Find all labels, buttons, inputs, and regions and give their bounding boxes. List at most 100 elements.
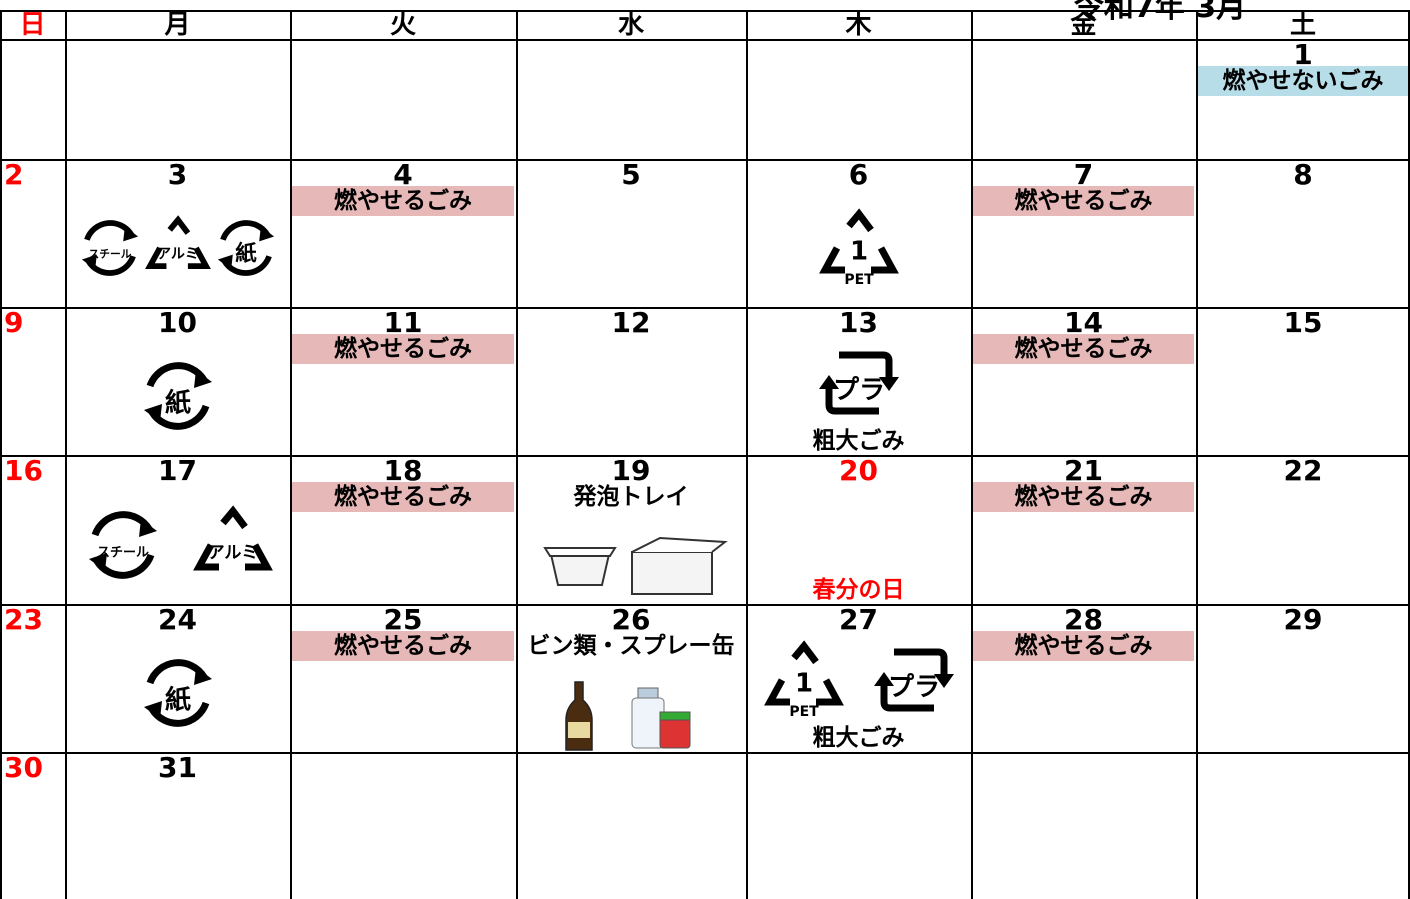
grid-line <box>1196 10 1198 899</box>
event-label: 燃やせるごみ <box>973 334 1194 364</box>
calendar-title: 令和7年 3月 <box>1073 0 1247 25</box>
day-number: 25 <box>383 603 423 636</box>
tray-illustration <box>543 536 728 595</box>
day-number: 26 <box>611 603 651 636</box>
grid-line <box>65 10 67 899</box>
icon-row: 紙 <box>65 342 290 450</box>
weekday-label: 水 <box>617 10 644 40</box>
icon-text: スチール <box>96 545 148 560</box>
recycle-icon: アルミ <box>192 504 273 570</box>
grid-line <box>1408 10 1410 899</box>
day-number: 9 <box>4 306 24 339</box>
event-label: 発泡トレイ <box>573 484 689 510</box>
note-label: 春分の日 <box>812 577 905 603</box>
event-label: 燃やせるごみ <box>292 482 514 512</box>
event-label: 燃やせるごみ <box>292 631 514 661</box>
day-number: 11 <box>383 306 423 339</box>
note-label: 粗大ごみ <box>812 428 905 454</box>
icon-row: 1 PET プラ <box>746 639 971 721</box>
icon-caption: PET <box>789 704 819 720</box>
recycle-icon: プラ <box>873 648 954 712</box>
day-number: 10 <box>158 306 197 339</box>
weekday-label: 月 <box>164 10 191 40</box>
day-number: 7 <box>1073 158 1094 191</box>
weekday-label: 日 <box>19 10 46 40</box>
icon-row: スチール アルミ 紙 <box>65 194 290 302</box>
day-number: 8 <box>1293 158 1313 191</box>
event-label: 燃やせるごみ <box>292 334 514 364</box>
note-label: 粗大ごみ <box>812 725 905 751</box>
arrow-head <box>193 667 212 685</box>
icon-text: 紙 <box>164 685 190 716</box>
recycle-icon: スチール <box>81 220 138 276</box>
event-label: 燃やせるごみ <box>973 186 1194 216</box>
icon-text: アルミ <box>207 543 258 563</box>
icon-text: アルミ <box>157 247 199 263</box>
arrow <box>144 215 211 270</box>
day-number: 28 <box>1064 603 1103 636</box>
day-number: 23 <box>4 603 43 636</box>
arrow <box>880 648 947 712</box>
grid-line <box>0 307 1410 309</box>
event-label: 燃やせるごみ <box>973 482 1194 512</box>
day-number: 19 <box>611 454 651 487</box>
bottle-illustration <box>565 681 691 751</box>
grid-line <box>0 10 1410 12</box>
day-number: 29 <box>1283 603 1323 636</box>
event-label: 燃やせないごみ <box>1198 66 1408 96</box>
arrow-head <box>217 254 233 270</box>
icon-row: 紙 <box>65 639 290 747</box>
icon-text: 1 <box>849 237 867 267</box>
arrow-head <box>143 701 162 719</box>
arrow-head <box>193 370 212 388</box>
day-number: 1 <box>1293 38 1313 71</box>
day-number: 4 <box>393 158 413 191</box>
day-number: 13 <box>839 306 878 339</box>
day-number: 21 <box>1064 454 1103 487</box>
grid-line <box>0 752 1410 754</box>
arrow-head <box>258 226 274 242</box>
icon-text: 紙 <box>235 241 257 267</box>
grid-line <box>746 10 748 899</box>
grid-line <box>0 604 1410 606</box>
arrow-head <box>122 226 138 242</box>
day-number: 31 <box>158 751 197 784</box>
day-number: 14 <box>1064 306 1103 339</box>
icon-row: 1 PET <box>746 194 971 302</box>
day-number: 17 <box>158 454 197 487</box>
icon-text: 1 <box>794 669 812 699</box>
icon-row: プラ <box>746 342 971 424</box>
weekday-label: 火 <box>389 10 416 40</box>
icon-text: プラ <box>832 376 884 406</box>
icon-row: スチール アルミ <box>65 490 290 599</box>
day-number: 5 <box>621 158 641 191</box>
icon-text: プラ <box>887 673 939 703</box>
recycle-icon: 紙 <box>217 220 274 276</box>
grid-line <box>0 39 1410 41</box>
recycle-icon: 紙 <box>143 362 212 430</box>
grid-line <box>0 10 2 899</box>
recycle-icon: 紙 <box>143 659 212 727</box>
event-label: 燃やせるごみ <box>973 631 1194 661</box>
day-number: 12 <box>611 306 651 339</box>
grid-line <box>516 10 518 899</box>
grid-line <box>971 10 973 899</box>
arrow-head <box>143 404 162 422</box>
day-number: 6 <box>848 158 869 191</box>
day-number: 16 <box>4 454 43 487</box>
icon-text: 紙 <box>164 388 190 419</box>
recycle-icon: プラ <box>818 351 899 415</box>
day-number: 18 <box>383 454 423 487</box>
recycle-icon: アルミ <box>144 215 211 270</box>
arrow <box>818 208 899 274</box>
day-number: 20 <box>839 454 878 487</box>
recycle-icon: 1 PET <box>818 208 899 288</box>
day-number: 15 <box>1283 306 1323 339</box>
grid-line <box>0 455 1410 457</box>
grid-line <box>0 159 1410 161</box>
arrow <box>825 351 892 415</box>
arrow-head <box>138 518 157 537</box>
weekday-label: 木 <box>845 10 872 40</box>
event-label: 燃やせるごみ <box>292 186 514 216</box>
